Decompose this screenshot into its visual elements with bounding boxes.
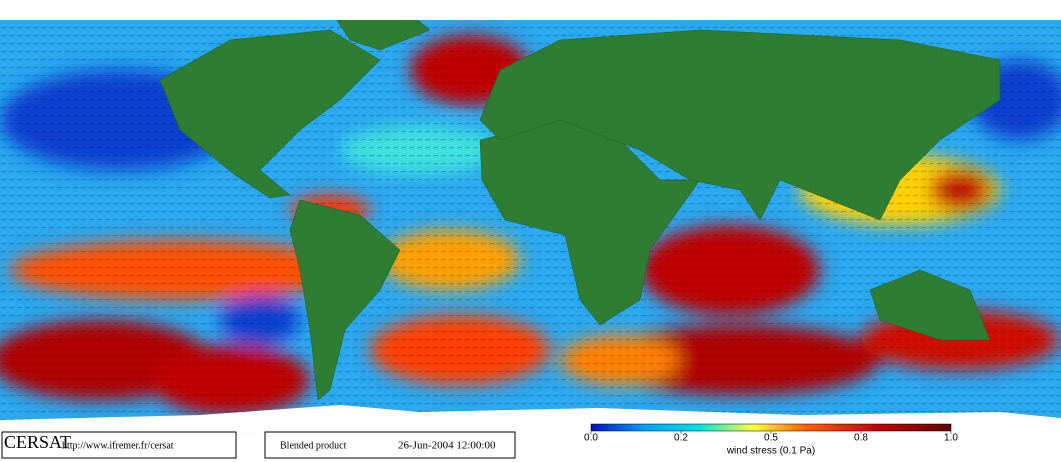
date: 26-Jun-2004 12:00:00 — [398, 440, 496, 452]
australia — [869, 269, 991, 341]
colorbar-tick-label: 0.0 — [584, 433, 598, 444]
eurasia — [479, 29, 1001, 221]
arctic — [0, 0, 1061, 20]
colorbar-tick-label: 0.5 — [764, 433, 778, 444]
colorbar-label: wind stress (0.1 Pa) — [726, 446, 815, 457]
logo: CERSAT — [4, 432, 71, 452]
colorbar-tick-label: 0.2 — [674, 433, 688, 444]
product: Blended product — [280, 440, 347, 451]
footer: CERSAT http://www.ifremer.fr/cersat Blen… — [1, 431, 516, 459]
colorbar: wind stress (0.1 Pa) 0.0 0.2 0.5 0.8 1.0 — [584, 423, 958, 457]
url: http://www.ifremer.fr/cersat — [62, 440, 174, 451]
logo-box — [1, 431, 237, 459]
product-box — [264, 431, 516, 459]
continents — [0, 0, 1061, 401]
colorbar-tick-label: 1.0 — [944, 433, 958, 444]
south-america — [289, 199, 401, 401]
colorbar-scale — [590, 423, 952, 432]
colorbar-tick-label: 0.8 — [854, 433, 868, 444]
north-america — [159, 29, 381, 199]
